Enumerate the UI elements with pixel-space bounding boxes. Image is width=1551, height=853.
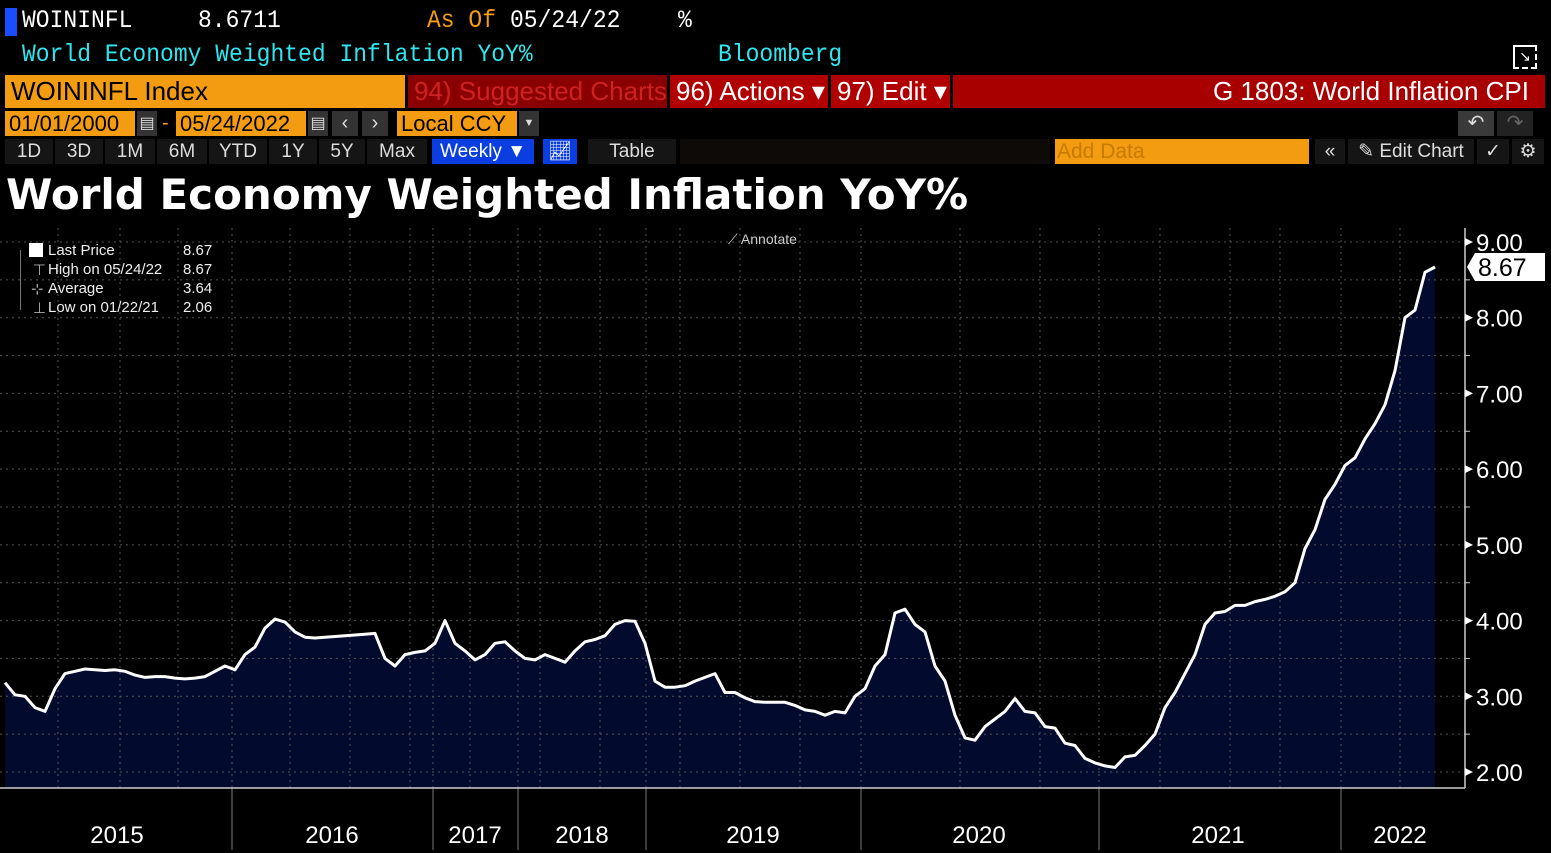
date-separator: - <box>162 112 169 134</box>
period-1d[interactable]: 1D <box>5 139 53 164</box>
y-tick-label: 8.00 <box>1476 306 1523 333</box>
legend-average: Average <box>48 280 104 297</box>
legend-last-value: 8.67 <box>183 242 213 259</box>
y-tick-label: 7.00 <box>1476 381 1523 408</box>
last-value-tag <box>1467 252 1545 281</box>
average-icon: ⊹ <box>31 281 44 298</box>
y-tick-label: 5.00 <box>1476 533 1523 560</box>
edit-chart-label: Edit Chart <box>1379 141 1464 162</box>
period-1y[interactable]: 1Y <box>269 139 317 164</box>
ticker: WOININFL <box>22 6 133 35</box>
y-tick <box>1465 313 1473 322</box>
previous-period-button[interactable]: ‹ <box>332 111 358 136</box>
pencil-icon: ✎ <box>1358 141 1380 162</box>
y-tick-label: 3.00 <box>1476 684 1523 711</box>
y-tick <box>1465 389 1473 398</box>
y-tick <box>1465 768 1473 776</box>
line-chart-icon[interactable]: 📈︎ <box>543 139 577 164</box>
y-tick <box>1465 540 1473 549</box>
security-field[interactable]: WOININFL Index <box>5 75 405 108</box>
collapse-icon[interactable]: « <box>1315 139 1345 164</box>
x-tick-label: 2018 <box>555 822 608 849</box>
period-ytd[interactable]: YTD <box>209 139 267 164</box>
x-tick-label: 2017 <box>448 822 501 849</box>
start-date-field[interactable]: 01/01/2000 <box>5 111 135 136</box>
add-data-input[interactable]: Add Data <box>1055 139 1309 164</box>
description: World Economy Weighted Inflation YoY% <box>22 40 533 69</box>
last-value: 8.6711 <box>198 6 281 35</box>
x-tick-label: 2019 <box>726 822 779 849</box>
unit: % <box>678 6 692 35</box>
edit-button[interactable]: 97) Edit ▾ <box>831 75 950 108</box>
redo-button[interactable]: ↷ <box>1497 111 1533 136</box>
series-area <box>5 267 1435 788</box>
series-line <box>3 265 1436 769</box>
legend-low-value: 2.06 <box>183 299 213 316</box>
y-tick <box>1465 238 1473 246</box>
currency-select[interactable]: Local CCY <box>397 111 517 136</box>
end-date-field[interactable]: 05/24/2022 <box>176 111 306 136</box>
chart-title-bar: G 1803: World Inflation CPI <box>953 75 1545 108</box>
gear-icon[interactable]: ⚙ <box>1512 139 1544 164</box>
undo-button[interactable]: ↶ <box>1458 111 1494 136</box>
x-tick-label: 2022 <box>1373 822 1426 849</box>
y-tick-label: 9.00 <box>1476 230 1523 257</box>
x-tick-label: 2016 <box>305 822 358 849</box>
legend-average-value: 3.64 <box>183 280 213 297</box>
legend-swatch[interactable] <box>29 243 43 257</box>
legend-high: High on 05/24/22 <box>48 261 163 278</box>
annotate-button[interactable]: ⟋ Annotate <box>728 231 797 247</box>
popout-icon[interactable]: ↘ <box>1513 45 1537 69</box>
period-1m[interactable]: 1M <box>105 139 155 164</box>
chart-title: World Economy Weighted Inflation YoY% <box>6 170 969 219</box>
annotate-label: Annotate <box>740 231 797 247</box>
x-tick-label: 2021 <box>1191 822 1244 849</box>
next-period-button[interactable]: › <box>362 111 388 136</box>
legend: Last Price 8.67 ⊤ High on 05/24/22 8.67 … <box>15 242 220 322</box>
y-tick <box>1465 616 1473 625</box>
period-3d[interactable]: 3D <box>55 139 103 164</box>
legend-low: Low on 01/22/21 <box>48 299 159 316</box>
legend-last-price: Last Price <box>48 242 115 259</box>
last-value-label: 8.67 <box>1478 254 1527 282</box>
y-tick <box>1465 465 1473 474</box>
x-tick-label: 2015 <box>90 822 143 849</box>
low-icon: ⊥ <box>33 300 47 317</box>
period-5y[interactable]: 5Y <box>319 139 365 164</box>
calendar-icon[interactable]: ▤ <box>308 111 328 136</box>
table-button[interactable]: Table <box>588 139 676 164</box>
y-tick-label: 2.00 <box>1476 760 1523 787</box>
toolbar-spacer <box>680 139 1050 164</box>
period-max[interactable]: Max <box>367 139 427 164</box>
actions-button[interactable]: 96) Actions ▾ <box>670 75 828 108</box>
y-tick-label: 6.00 <box>1476 457 1523 484</box>
y-tick-label: 4.00 <box>1476 609 1523 636</box>
draw-icon[interactable]: ✓ <box>1477 139 1509 164</box>
legend-tree-line <box>20 250 21 310</box>
ticker-marker <box>5 8 17 36</box>
suggested-charts-button[interactable]: 94) Suggested Charts <box>408 75 667 108</box>
source: Bloomberg <box>718 40 843 69</box>
y-tick <box>1465 692 1473 701</box>
period-6m[interactable]: 6M <box>157 139 207 164</box>
x-tick-label: 2020 <box>952 822 1005 849</box>
as-of-date: 05/24/22 <box>510 6 621 35</box>
frequency-select[interactable]: Weekly ▼ <box>432 139 534 164</box>
edit-chart-button[interactable]: ✎ Edit Chart <box>1348 139 1474 164</box>
as-of-label: As Of <box>427 6 497 35</box>
chevron-down-icon[interactable]: ▼ <box>519 111 539 136</box>
high-icon: ⊤ <box>33 262 47 279</box>
legend-high-value: 8.67 <box>183 261 213 278</box>
calendar-icon[interactable]: ▤ <box>137 111 157 136</box>
